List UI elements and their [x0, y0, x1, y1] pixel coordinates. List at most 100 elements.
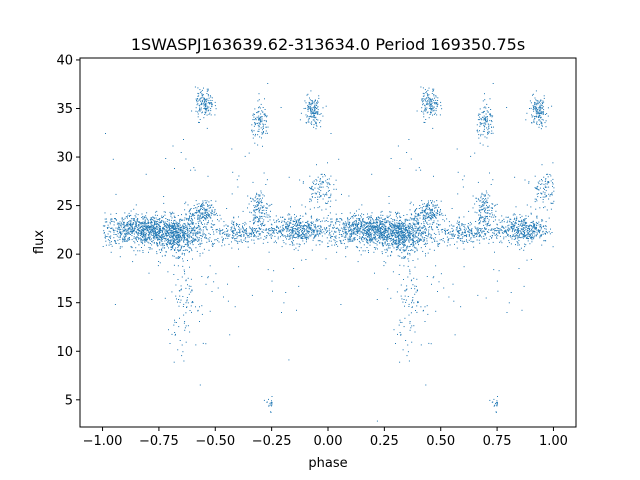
- data-point: [183, 235, 185, 237]
- data-point: [304, 237, 306, 239]
- data-point: [408, 223, 410, 224]
- data-point: [536, 222, 538, 224]
- data-point: [523, 249, 525, 251]
- data-point: [550, 175, 552, 177]
- data-point: [138, 238, 140, 240]
- data-point: [350, 236, 352, 237]
- data-point: [198, 226, 200, 228]
- data-point: [416, 221, 418, 223]
- data-point: [258, 227, 260, 229]
- data-point: [295, 219, 297, 221]
- data-point: [310, 224, 312, 226]
- data-point: [378, 228, 380, 229]
- data-point: [209, 237, 211, 239]
- data-point: [369, 222, 370, 224]
- data-point: [261, 212, 263, 214]
- data-point: [252, 228, 254, 230]
- data-point: [397, 243, 399, 245]
- data-point: [350, 240, 352, 242]
- data-point: [428, 219, 430, 221]
- data-point: [200, 216, 202, 218]
- data-point: [227, 225, 229, 227]
- data-point: [261, 223, 263, 225]
- data-point: [403, 228, 405, 230]
- data-point: [408, 231, 410, 233]
- data-point: [336, 241, 338, 243]
- data-point: [488, 221, 490, 223]
- data-point: [123, 230, 125, 232]
- data-point: [532, 226, 534, 228]
- data-point: [162, 230, 164, 232]
- data-point: [158, 229, 160, 231]
- data-point: [471, 223, 472, 225]
- data-point: [462, 236, 464, 238]
- data-point: [301, 234, 303, 236]
- data-point: [452, 225, 454, 227]
- data-point: [124, 229, 126, 231]
- data-point: [417, 232, 419, 234]
- data-point: [315, 235, 317, 237]
- data-point: [334, 236, 336, 238]
- data-point: [343, 227, 345, 229]
- data-point: [170, 226, 172, 227]
- data-point: [280, 232, 282, 234]
- data-point: [424, 232, 426, 234]
- data-point: [300, 221, 301, 223]
- data-point: [372, 225, 374, 227]
- data-point: [240, 234, 242, 236]
- data-point: [307, 231, 309, 233]
- data-point: [153, 235, 155, 237]
- data-point: [477, 230, 479, 232]
- data-point: [522, 229, 524, 230]
- data-point: [241, 231, 243, 233]
- data-point: [289, 235, 291, 237]
- data-point: [257, 216, 258, 218]
- data-point: [299, 222, 301, 224]
- data-point: [259, 195, 261, 197]
- data-point: [378, 239, 380, 241]
- data-point: [378, 226, 380, 228]
- data-point: [139, 235, 141, 236]
- data-point: [177, 215, 179, 216]
- data-point: [335, 235, 337, 237]
- data-point: [369, 232, 371, 234]
- data-point: [520, 232, 522, 234]
- data-point: [527, 233, 529, 235]
- data-point: [289, 221, 291, 223]
- data-point: [165, 230, 167, 232]
- data-point: [181, 229, 183, 231]
- data-point: [358, 231, 360, 233]
- data-point: [478, 199, 480, 201]
- data-point: [243, 234, 245, 236]
- data-point: [166, 223, 168, 225]
- data-point: [492, 241, 494, 243]
- data-point: [404, 244, 406, 246]
- data-point: [295, 231, 297, 233]
- data-point: [183, 240, 184, 242]
- data-point: [126, 240, 128, 242]
- data-point: [365, 227, 367, 228]
- data-point: [199, 212, 201, 214]
- data-point: [305, 213, 307, 215]
- data-point: [368, 216, 370, 218]
- data-point: [402, 238, 404, 240]
- data-point: [182, 258, 183, 260]
- data-point: [334, 244, 336, 246]
- data-point: [180, 239, 182, 241]
- data-point: [540, 228, 542, 230]
- data-point: [200, 222, 202, 224]
- data-point: [433, 238, 434, 240]
- data-point: [157, 231, 159, 233]
- data-point: [390, 232, 392, 234]
- data-point: [514, 236, 516, 238]
- data-point: [354, 215, 356, 217]
- data-point: [382, 231, 383, 233]
- data-point: [293, 230, 295, 232]
- data-point: [207, 204, 208, 206]
- data-point: [360, 223, 362, 225]
- data-point: [363, 224, 365, 226]
- data-point: [150, 227, 152, 229]
- data-point: [222, 229, 224, 231]
- data-point: [173, 221, 175, 223]
- data-point: [355, 227, 356, 229]
